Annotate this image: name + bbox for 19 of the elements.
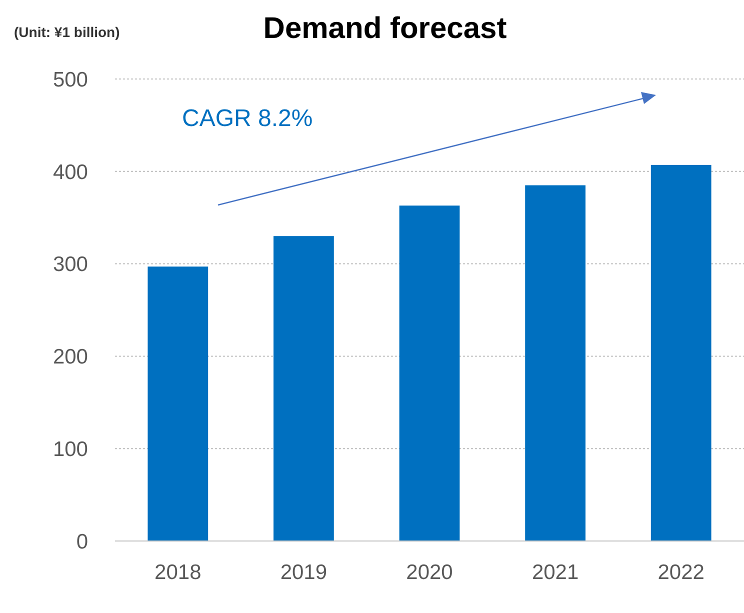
chart-title: Demand forecast xyxy=(263,12,507,45)
x-tick-label: 2020 xyxy=(406,561,453,584)
bar xyxy=(399,206,460,541)
bar xyxy=(650,164,712,541)
y-tick-label: 300 xyxy=(52,253,88,276)
y-tick-label: 400 xyxy=(52,160,88,184)
x-tick-label: 2022 xyxy=(658,561,704,584)
y-tick-label: 100 xyxy=(52,438,88,461)
y-tick-label: 200 xyxy=(52,346,88,369)
y-tick-label: 0 xyxy=(76,530,88,554)
x-tick-label: 2021 xyxy=(532,561,579,584)
y-axis-title: (Unit: ¥1 billion) xyxy=(14,24,120,40)
bar xyxy=(148,266,208,541)
annotation: CAGR 8.2% xyxy=(182,105,313,132)
x-tick-label: 2019 xyxy=(280,561,328,584)
x-tick-label: 2018 xyxy=(154,561,202,584)
y-tick-label: 500 xyxy=(52,68,88,92)
bar xyxy=(274,236,334,541)
bar xyxy=(525,185,586,541)
